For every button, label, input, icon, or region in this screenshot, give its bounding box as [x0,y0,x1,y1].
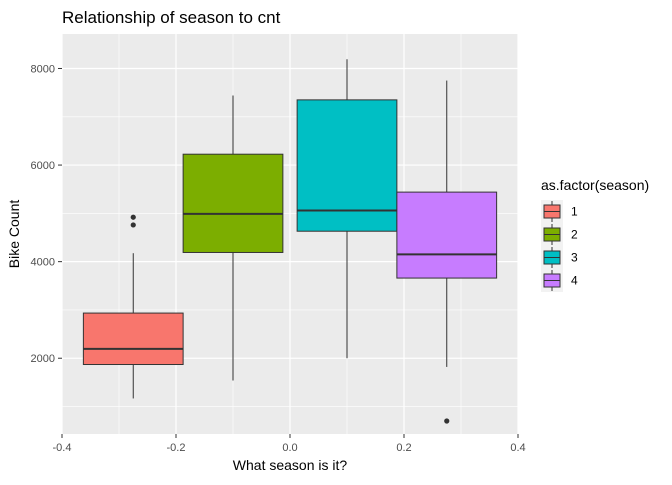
x-axis-title: What season is it? [233,457,348,473]
chart-title: Relationship of season to cnt [62,8,281,27]
y-tick-label: 6000 [31,160,55,172]
x-tick-label: 0.0 [282,442,297,454]
x-tick-label: 0.4 [510,442,525,454]
outlier-point [130,222,136,228]
legend-title: as.factor(season) [541,177,649,193]
box-group-season-3 [296,59,398,359]
box-season-3 [296,99,398,232]
box-layer [82,59,498,424]
outlier-point [444,418,450,424]
legend-label-3: 3 [571,251,578,265]
legend: as.factor(season) 1 2 3 4 [541,177,649,292]
box-group-season-2 [182,95,284,381]
y-tick-label: 2000 [31,353,55,365]
legend-label-1: 1 [571,205,578,219]
legend-item-3: 3 [541,246,578,269]
axes: -0.4 -0.2 0.0 0.2 0.4 2000 4000 6000 8000 [31,63,526,454]
box-group-season-4 [396,80,498,424]
y-tick-label: 4000 [31,257,55,269]
legend-item-1: 1 [541,200,578,223]
x-tick-label: 0.2 [396,442,411,454]
box-group-season-1 [82,214,184,399]
box-season-4 [396,191,498,279]
outlier-point [130,214,136,220]
y-tick-label: 8000 [31,63,55,75]
y-axis-title: Bike Count [6,200,22,269]
legend-item-4: 4 [541,269,578,292]
x-tick-label: -0.4 [53,442,72,454]
legend-item-2: 2 [541,223,578,246]
legend-label-2: 2 [571,228,578,242]
x-tick-label: -0.2 [167,442,186,454]
box-season-1 [82,312,184,366]
box-season-2 [182,153,284,253]
legend-label-4: 4 [571,274,578,288]
